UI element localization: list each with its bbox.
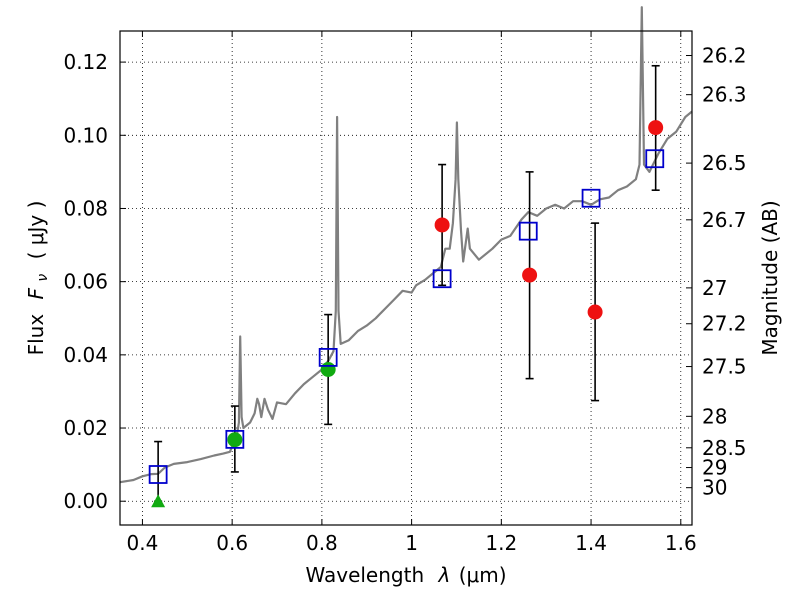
mag-tick-label: 26.2 — [702, 44, 747, 68]
mag-tick-label: 28.5 — [702, 436, 747, 460]
y-tick-label: 0.10 — [63, 123, 108, 147]
model-photometry-square — [318, 348, 338, 367]
mag-tick-label: 26.3 — [702, 83, 747, 107]
model-photometry-square — [148, 465, 168, 484]
green-circle-marker — [227, 432, 243, 448]
x-axis-label: Wavelength λ (μm) — [305, 563, 506, 587]
model-photometry-square — [432, 269, 452, 289]
x-tick-label: 0.6 — [216, 531, 248, 555]
plot-frame — [119, 30, 693, 526]
x-tick-label: 1.6 — [665, 531, 697, 555]
mag-tick-label: 27 — [702, 276, 727, 300]
model-photometry-square — [581, 188, 601, 208]
y-axis-label-text: Flux — [24, 314, 48, 356]
model-spectrum-layer — [119, 6, 693, 484]
y-axis-label: Flux F ν ( μJy ) — [24, 201, 52, 356]
x-axis-label-symbol: λ — [438, 563, 451, 587]
mag-tick-label: 26.7 — [702, 208, 747, 232]
y-axis-label-subscript: ν — [35, 274, 51, 282]
ticks-layer: 0.4 0.6 0.8 1 1.2 1.4 1.6 0.00 0.02 0.04 0.06 0.08 0… — [63, 31, 747, 555]
points-layer — [148, 64, 665, 508]
grid-layer — [120, 31, 692, 525]
y-tick-label: 0.02 — [63, 416, 108, 440]
x-tick-label: 0.4 — [127, 531, 159, 555]
green-triangle-marker — [151, 494, 166, 508]
x-tick-label: 1.4 — [575, 531, 607, 555]
model-spectrum-line — [119, 6, 693, 484]
y-axis-label-unit: ( μJy ) — [24, 201, 48, 260]
y-tick-label: 0.04 — [63, 343, 108, 367]
mag-tick-label: 26.5 — [702, 151, 747, 175]
mag-tick-label: 29 — [702, 456, 727, 480]
y-tick-label: 0.12 — [63, 50, 108, 74]
model-photometry-square — [518, 221, 538, 241]
y-axis-label-symbol: F — [24, 287, 48, 299]
mag-tick-label: 30 — [702, 476, 727, 500]
green-circle-marker — [320, 361, 336, 377]
x-tick-label: 1.2 — [485, 531, 517, 555]
x-tick-label: 0.8 — [306, 531, 338, 555]
model-photometry-square — [225, 429, 245, 449]
mag-tick-label: 27.2 — [702, 312, 747, 336]
observed-point-marker — [434, 217, 450, 233]
observed-point-marker — [648, 120, 664, 136]
observed-point-marker — [587, 304, 603, 320]
mag-tick-label: 27.5 — [702, 355, 747, 379]
axes-frame-layer — [119, 30, 693, 526]
model-photometry-square — [645, 149, 665, 169]
y-tick-label: 0.00 — [63, 489, 108, 513]
y2-axis-label: Magnitude (AB) — [758, 200, 782, 355]
x-tick-label: 1 — [405, 531, 418, 555]
x-axis-label-text: Wavelength — [305, 563, 424, 587]
mag-tick-label: 28 — [702, 404, 727, 428]
y-tick-label: 0.06 — [63, 270, 108, 294]
observed-point-marker — [522, 267, 538, 283]
x-axis-label-unit: (μm) — [459, 563, 507, 587]
y-tick-label: 0.08 — [63, 196, 108, 220]
